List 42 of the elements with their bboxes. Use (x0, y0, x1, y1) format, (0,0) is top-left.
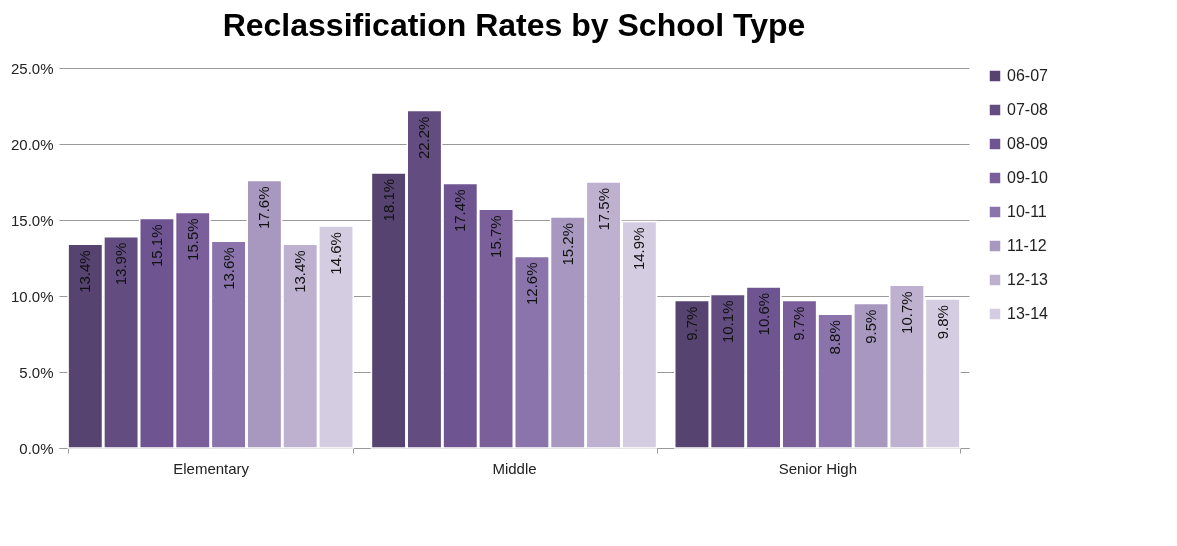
legend-label: 10-11 (1007, 203, 1047, 220)
data-label: 9.5% (862, 309, 880, 344)
legend-label: 11-12 (1007, 237, 1047, 254)
chart-title: Reclassification Rates by School Type (222, 7, 806, 43)
legend-label: 06-07 (1007, 67, 1049, 84)
legend-label: 07-08 (1007, 101, 1049, 118)
data-label: 15.2% (558, 222, 576, 266)
data-label: 17.6% (255, 186, 273, 230)
y-tick-label: 10.0% (10, 287, 54, 305)
data-label: 14.9% (630, 227, 648, 271)
x-tick-label: Elementary (173, 459, 250, 477)
legend-label: 08-09 (1007, 135, 1049, 152)
data-label: 22.2% (415, 116, 433, 160)
data-label: 9.7% (682, 306, 700, 341)
legend-label: 09-10 (1007, 169, 1049, 186)
data-label: 13.4% (291, 250, 309, 293)
data-label: 9.8% (933, 305, 951, 340)
y-tick-label: 25.0% (10, 59, 54, 77)
data-label: 15.1% (147, 224, 165, 268)
data-label: 10.1% (718, 300, 736, 344)
legend-label: 12-13 (1007, 271, 1049, 288)
y-tick-label: 15.0% (10, 211, 54, 229)
legend-label: 13-14 (1007, 305, 1049, 322)
data-label: 17.4% (451, 189, 469, 233)
data-label: 15.7% (487, 215, 505, 258)
y-tick-label: 20.0% (10, 135, 54, 153)
data-label: 17.5% (594, 188, 612, 231)
data-label: 10.6% (754, 292, 772, 336)
data-label: 10.7% (897, 291, 915, 334)
data-label: 12.6% (522, 262, 540, 306)
data-label: 13.9% (112, 242, 130, 286)
data-label: 13.6% (219, 247, 237, 290)
data-label: 15.5% (183, 218, 201, 261)
data-label: 18.1% (379, 178, 397, 222)
data-label: 8.8% (826, 320, 844, 355)
y-tick-label: 0.0% (19, 439, 54, 457)
data-label: 13.4% (76, 250, 94, 293)
data-label: 9.7% (790, 306, 808, 341)
y-tick-label: 5.0% (19, 363, 54, 381)
data-label: 14.6% (327, 232, 345, 275)
x-tick-label: Middle (492, 459, 537, 477)
x-tick-label: Senior High (778, 459, 858, 477)
